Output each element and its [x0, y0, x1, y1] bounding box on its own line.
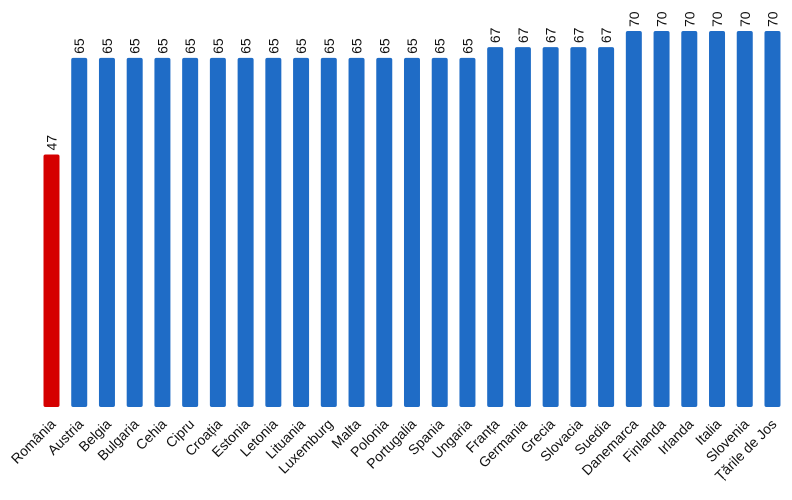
bar-finlanda: [653, 31, 670, 407]
bar-lituania: [293, 57, 310, 408]
bar-cehia: [154, 57, 171, 408]
value-label-italia: 70: [709, 11, 725, 27]
bar-italia: [709, 31, 726, 407]
bar-slovenia: [736, 31, 753, 407]
value-label-austria: 65: [71, 38, 87, 54]
bar-spania: [431, 57, 448, 408]
bar-bulgaria: [126, 57, 143, 408]
bar-austria: [71, 57, 88, 408]
value-label-finlanda: 70: [654, 11, 670, 27]
bar-cipru: [182, 57, 199, 408]
value-label-lituania: 65: [293, 38, 309, 54]
value-label-malta: 65: [349, 38, 365, 54]
bar-danemarca: [625, 31, 642, 407]
bar-portugalia: [403, 57, 420, 408]
value-label-ungaria: 65: [459, 38, 475, 54]
value-label-luxemburg: 65: [321, 38, 337, 54]
bar-luxemburg: [320, 57, 337, 408]
bar-germania: [514, 47, 531, 408]
value-label-romania: 47: [44, 135, 60, 151]
value-label-portugalia: 65: [404, 38, 420, 54]
value-label-germania: 67: [515, 27, 531, 43]
value-label-suedia: 67: [598, 27, 614, 43]
value-label-letonia: 65: [265, 38, 281, 54]
bar-irlanda: [681, 31, 698, 407]
value-label-slovacia: 67: [570, 27, 586, 43]
value-label-cipru: 65: [182, 38, 198, 54]
value-label-irlanda: 70: [681, 11, 697, 27]
bars-group: [43, 31, 781, 408]
bar-estonia: [237, 57, 254, 408]
bar-romania: [43, 154, 60, 407]
bar-suedia: [598, 47, 615, 408]
bar-letonia: [265, 57, 282, 408]
value-label-spania: 65: [432, 38, 448, 54]
value-label-franta: 67: [487, 27, 503, 43]
value-labels-group: 47 65 65 65 65 65 65 65 65 65 65 65 65 65 65 65 67 67 67 67…: [44, 11, 781, 150]
bar-franta: [487, 47, 504, 408]
value-label-polonia: 65: [376, 38, 392, 54]
value-label-tarile-de-jos: 70: [764, 11, 780, 27]
bar-ungaria: [459, 57, 476, 408]
category-labels-group: RomâniaAustriaBelgiaBulgariaCehiaCipruCr…: [8, 416, 780, 484]
bar-belgia: [98, 57, 115, 408]
bar-polonia: [376, 57, 393, 408]
value-label-bulgaria: 65: [127, 38, 143, 54]
value-label-danemarca: 70: [626, 11, 642, 27]
value-label-croatia: 65: [210, 38, 226, 54]
value-label-grecia: 67: [543, 27, 559, 43]
bar-malta: [348, 57, 365, 408]
bar-grecia: [542, 47, 559, 408]
value-label-belgia: 65: [99, 38, 115, 54]
bar-tarile-de-jos: [764, 31, 781, 407]
bar-slovacia: [570, 47, 587, 408]
bar-croatia: [209, 57, 226, 408]
value-label-slovenia: 70: [737, 11, 753, 27]
value-label-estonia: 65: [238, 38, 254, 54]
value-label-cehia: 65: [154, 38, 170, 54]
category-label-cehia: Cehia: [132, 416, 169, 453]
